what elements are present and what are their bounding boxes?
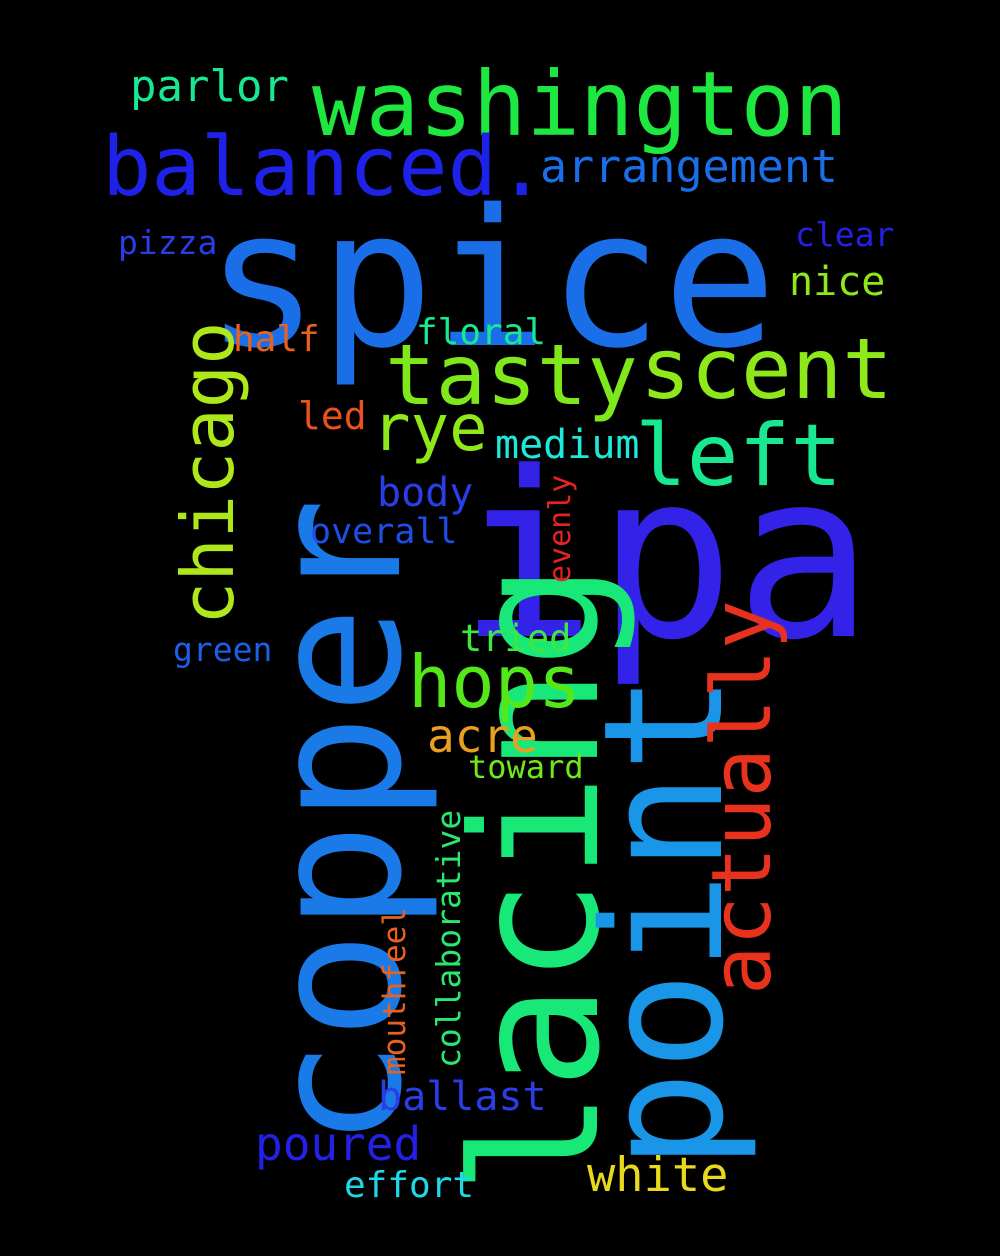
- word-left: left: [635, 406, 843, 506]
- word-spice: spice: [205, 169, 777, 390]
- word-clear: clear: [795, 215, 895, 254]
- word-balanced: balanced.: [102, 120, 547, 215]
- word-chicago: chicago: [166, 321, 250, 625]
- word-effort: effort: [344, 1165, 475, 1206]
- word-hops: hops: [408, 640, 582, 724]
- word-ipa: ipa: [458, 424, 874, 691]
- word-overall: overall: [310, 512, 458, 552]
- word-tasty: tasty: [385, 326, 638, 424]
- word-floral: floral: [416, 312, 547, 353]
- word-washington: washington: [312, 52, 848, 156]
- word-toward: toward: [468, 748, 584, 786]
- word-tried: tried: [460, 617, 572, 660]
- word-nice: nice: [789, 259, 886, 305]
- word-poured: poured: [255, 1117, 422, 1171]
- word-collaborative: collaborative: [429, 809, 468, 1068]
- word-parlor: parlor: [130, 61, 289, 112]
- word-medium: medium: [495, 422, 640, 468]
- word-arrangement: arrangement: [540, 140, 839, 193]
- word-mouthfeel: mouthfeel: [377, 907, 413, 1075]
- word-evenly: evenly: [543, 474, 578, 583]
- word-acre: acre: [427, 709, 538, 763]
- word-scent: scent: [640, 320, 893, 418]
- word-actually: actually: [695, 600, 790, 995]
- word-rye: rye: [372, 392, 488, 466]
- word-green: green: [173, 630, 273, 669]
- word-body: body: [377, 470, 474, 516]
- word-ballast: ballast: [378, 1074, 547, 1120]
- word-white: white: [587, 1148, 729, 1203]
- word-led: led: [298, 394, 367, 438]
- word-half: half: [233, 319, 320, 360]
- word-pizza: pizza: [118, 223, 218, 262]
